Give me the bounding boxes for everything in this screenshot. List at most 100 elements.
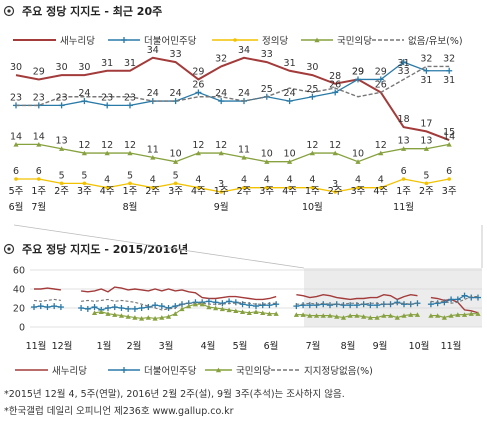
top-data-label-minjoo: 25 (306, 84, 318, 95)
top-data-label-saenuri: 34 (238, 45, 250, 56)
top-point-gukmin (59, 146, 65, 151)
top-point-gukmin (446, 141, 452, 147)
bottom-x-tick-label: 10월 (409, 340, 430, 352)
top-point-gukmin (150, 154, 156, 160)
top-data-label-jeongui: 4 (150, 175, 156, 186)
bottom-point-gukmin (118, 313, 125, 318)
bottom-point-gukmin (112, 312, 118, 317)
top-data-label-minjoo: 23 (124, 92, 136, 103)
bottom-y-tick-label: 20 (13, 304, 25, 315)
top-x-tick-label-month: 7월 (31, 201, 46, 213)
bottom-legend-label-minjoo: 더불어민주당 (144, 366, 197, 377)
top-x-tick-label: 4주 (191, 186, 206, 197)
bottom-point-gukmin (381, 313, 387, 318)
top-point-jeongui (447, 177, 452, 181)
top-data-label-saenuri: 29 (352, 66, 364, 77)
top-point-gukmin (355, 159, 361, 164)
bottom-point-gukmin (293, 312, 299, 317)
bottom-point-gukmin (206, 304, 212, 310)
bottom-point-gukmin (199, 301, 205, 307)
footnote-source: *한국갤럽 데일리 오피니언 제236호 www.gallup.co.kr (4, 406, 234, 417)
bottom-plot: 0 20 40 60 11월 12월 1월 2월 3월 4월 5월 6월 7월 8월 9월 10월 11월 (13, 224, 483, 352)
top-series-line-none (16, 65, 450, 107)
top-point-jeongui (219, 190, 223, 194)
bottom-point-gukmin (125, 314, 131, 319)
top-point-jeongui (356, 185, 360, 190)
top-x-tick-label: 2주 (328, 186, 343, 197)
bottom-title-group: 주요 정당 지지도 - 2015/2016년 (3, 242, 188, 256)
bottom-point-gukmin (347, 313, 353, 318)
top-x-tick-label: 4주 (373, 186, 388, 197)
bottom-point-gukmin (340, 315, 347, 320)
bottom-point-gukmin (145, 315, 151, 320)
bottom-point-gukmin (273, 311, 279, 316)
bottom-point-gukmin (233, 308, 239, 314)
top-point-jeongui (59, 181, 64, 186)
top-point-jeongui (14, 177, 18, 181)
top-x-tick-label-month: 11월 (393, 201, 414, 213)
bottom-point-gukmin (428, 313, 434, 318)
top-data-label-jeongui: 4 (309, 175, 315, 186)
bottom-point-gukmin (179, 306, 185, 312)
top-data-label-saenuri: 18 (398, 114, 410, 125)
top-x-tick-label: 3주 (259, 186, 274, 197)
top-x-tick-label: 3주 (77, 186, 92, 197)
top-data-label-minjoo: 26 (192, 79, 204, 90)
bottom-x-tick-label: 11월 (441, 340, 462, 352)
top-data-label-minjoo: 33 (398, 66, 410, 77)
top-point-gukmin (423, 146, 429, 151)
top-data-label-jeongui: 4 (241, 175, 247, 186)
top-x-tick-label: 2주 (145, 186, 160, 197)
top-data-label-saenuri: 30 (306, 62, 318, 73)
bottom-point-gukmin (91, 310, 98, 315)
bottom-point-gukmin (132, 315, 138, 320)
bullet-icon (3, 243, 15, 255)
top-data-label-jeongui: 6 (401, 166, 407, 177)
bottom-x-tick-label: 11월 (26, 340, 47, 352)
bottom-series-line-gukmin (94, 303, 277, 320)
bottom-point-gukmin (401, 313, 407, 318)
bottom-point-gukmin (441, 315, 447, 320)
legend-marker-jeongui (233, 38, 237, 42)
bottom-legend-label-saenuri: 새누리당 (52, 366, 87, 377)
top-point-jeongui (173, 181, 178, 186)
top-point-jeongui (287, 185, 292, 190)
bottom-point-gukmin (361, 314, 367, 319)
top-data-label-minjoo: 25 (261, 84, 273, 95)
top-data-label-minjoo: 23 (10, 92, 22, 103)
top-data-label-gukmin: 12 (124, 140, 136, 151)
bottom-series-line-saenuri (34, 287, 62, 291)
top-data-label-gukmin: 13 (398, 136, 410, 147)
top-data-label-saenuri: 33 (261, 49, 273, 60)
bottom-series-line-none (81, 298, 277, 311)
bottom-y-tick-label: 40 (13, 285, 25, 296)
bottom-point-gukmin (455, 312, 461, 317)
top-data-label-gukmin: 10 (170, 149, 182, 160)
top-x-tick-label-month: 10월 (302, 201, 323, 213)
bottom-x-tick-label: 2월 (127, 340, 142, 352)
top-x-axis: 5주 6월 1주 7월 2주 3주 4주 1주 8월 2주 3주 4주 1주 9월 2주 3주 4주 1주 10월 2… (9, 186, 457, 213)
top-data-label-saenuri: 26 (375, 79, 387, 90)
top-data-label-saenuri: 33 (170, 49, 182, 60)
top-x-tick-label-month: 6월 (9, 201, 24, 213)
top-x-tick-label-month: 9월 (214, 201, 229, 213)
top-data-label-minjoo: 24 (215, 88, 227, 99)
bottom-series-line-saenuri (80, 286, 277, 301)
top-data-label-jeongui: 5 (81, 170, 87, 181)
top-data-label-saenuri: 29 (192, 66, 204, 77)
top-point-gukmin (173, 159, 179, 164)
top-x-tick-label: 4주 (100, 186, 115, 197)
top-data-label-saenuri: 31 (124, 58, 136, 69)
top-series-line-gukmin (16, 143, 450, 163)
top-data-label-saenuri: 30 (10, 62, 22, 73)
top-data-label-jeongui: 5 (423, 170, 429, 181)
top-point-jeongui (196, 185, 201, 190)
top-data-label-jeongui: 6 (446, 166, 452, 177)
top-data-label-jeongui: 4 (195, 175, 201, 186)
bottom-point-gukmin (334, 314, 340, 319)
top-data-label-minjoo: 26 (329, 79, 341, 90)
top-point-gukmin (241, 154, 247, 160)
top-data-label-gukmin: 13 (56, 136, 68, 147)
top-point-gukmin (195, 150, 201, 156)
bottom-point-gukmin (354, 313, 360, 318)
